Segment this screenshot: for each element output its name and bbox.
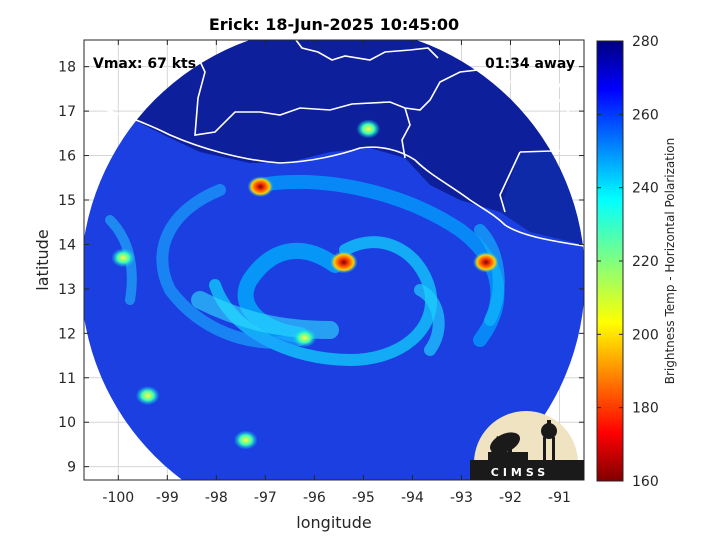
convective-core bbox=[111, 248, 136, 268]
east-band bbox=[414, 284, 445, 356]
coastlines bbox=[84, 40, 584, 247]
logo-building bbox=[470, 460, 584, 480]
convective-core bbox=[356, 119, 381, 139]
mexico-state-border bbox=[189, 40, 584, 136]
colorbar-tick-label: 160 bbox=[632, 474, 659, 490]
convective-core bbox=[247, 176, 274, 198]
isthmus-border bbox=[401, 107, 411, 159]
colorbar: 160 180 200 220 240 260 280 Brightness Temp - … bbox=[596, 34, 677, 490]
y-tick-label: 18 bbox=[58, 60, 76, 76]
y-tick-label: 13 bbox=[58, 282, 76, 298]
convective-core bbox=[135, 385, 160, 406]
x-tick-label: -100 bbox=[102, 490, 134, 506]
logo-tower-icon bbox=[541, 423, 557, 439]
x-tick-label: -92 bbox=[499, 490, 522, 506]
y-tick-label: 14 bbox=[58, 237, 76, 253]
convective-core bbox=[292, 328, 317, 348]
x-tick-label: -91 bbox=[548, 490, 571, 506]
axis-ticks: -100 -99 -98 -97 -96 -95 -94 -93 -92 -91 9 10 11 12 13… bbox=[58, 40, 584, 506]
vmax-annotation: Vmax: 67 kts bbox=[93, 56, 196, 72]
x-axis-label: longitude bbox=[296, 513, 371, 532]
convective-core bbox=[472, 251, 499, 273]
axes-frame bbox=[83, 39, 585, 481]
time-away-annotation: 01:34 away bbox=[485, 56, 575, 72]
outer-band-west bbox=[156, 184, 306, 349]
logo-text: CIMSS bbox=[491, 466, 549, 479]
yucatan-border bbox=[554, 94, 584, 131]
land-region bbox=[84, 40, 584, 212]
y-tick-label: 9 bbox=[67, 460, 76, 476]
state-border-north bbox=[295, 40, 439, 61]
y-tick-label: 15 bbox=[58, 193, 76, 209]
guatemala-border-west bbox=[499, 151, 521, 213]
x-tick-label: -95 bbox=[352, 490, 375, 506]
middle-band bbox=[209, 236, 438, 367]
colorbar-label: Brightness Temp - Horizontal Polarizatio… bbox=[663, 138, 677, 385]
y-tick-label: 12 bbox=[58, 326, 76, 342]
colorbar-tick-label: 240 bbox=[632, 181, 659, 197]
colorbar-tick-label: 180 bbox=[632, 401, 659, 417]
colorbar-tick-label: 200 bbox=[632, 327, 659, 343]
y-tick-label: 17 bbox=[58, 104, 76, 120]
x-tick-label: -99 bbox=[156, 490, 179, 506]
colorbar-scale bbox=[596, 40, 624, 482]
pacific-coastline bbox=[84, 103, 584, 247]
x-tick-label: -97 bbox=[254, 490, 277, 506]
colorbar-tick-label: 260 bbox=[632, 107, 659, 123]
cimss-logo: CIMSS bbox=[470, 411, 584, 480]
convective-cores bbox=[111, 119, 499, 450]
y-tick-label: 16 bbox=[58, 149, 76, 165]
colorbar-ticks: 160 180 200 220 240 260 280 bbox=[597, 34, 659, 490]
y-axis-label: latitude bbox=[33, 229, 52, 290]
rainbands bbox=[105, 175, 505, 367]
colorbar-tick-label: 280 bbox=[632, 34, 659, 50]
swath-layer bbox=[84, 40, 584, 480]
chart-title: Erick: 18-Jun-2025 10:45:00 bbox=[209, 15, 459, 34]
storm-eye-core bbox=[329, 251, 358, 274]
convective-core bbox=[233, 430, 258, 450]
x-tick-label: -94 bbox=[401, 490, 424, 506]
guatemala-border bbox=[519, 149, 584, 153]
x-tick-label: -96 bbox=[303, 490, 326, 506]
y-tick-label: 10 bbox=[58, 415, 76, 431]
far-east-band bbox=[474, 224, 505, 326]
x-tick-label: -98 bbox=[205, 490, 228, 506]
x-tick-label: -93 bbox=[450, 490, 473, 506]
y-tick-label: 11 bbox=[58, 371, 76, 387]
colorbar-tick-label: 220 bbox=[632, 254, 659, 270]
south-band bbox=[191, 291, 339, 339]
